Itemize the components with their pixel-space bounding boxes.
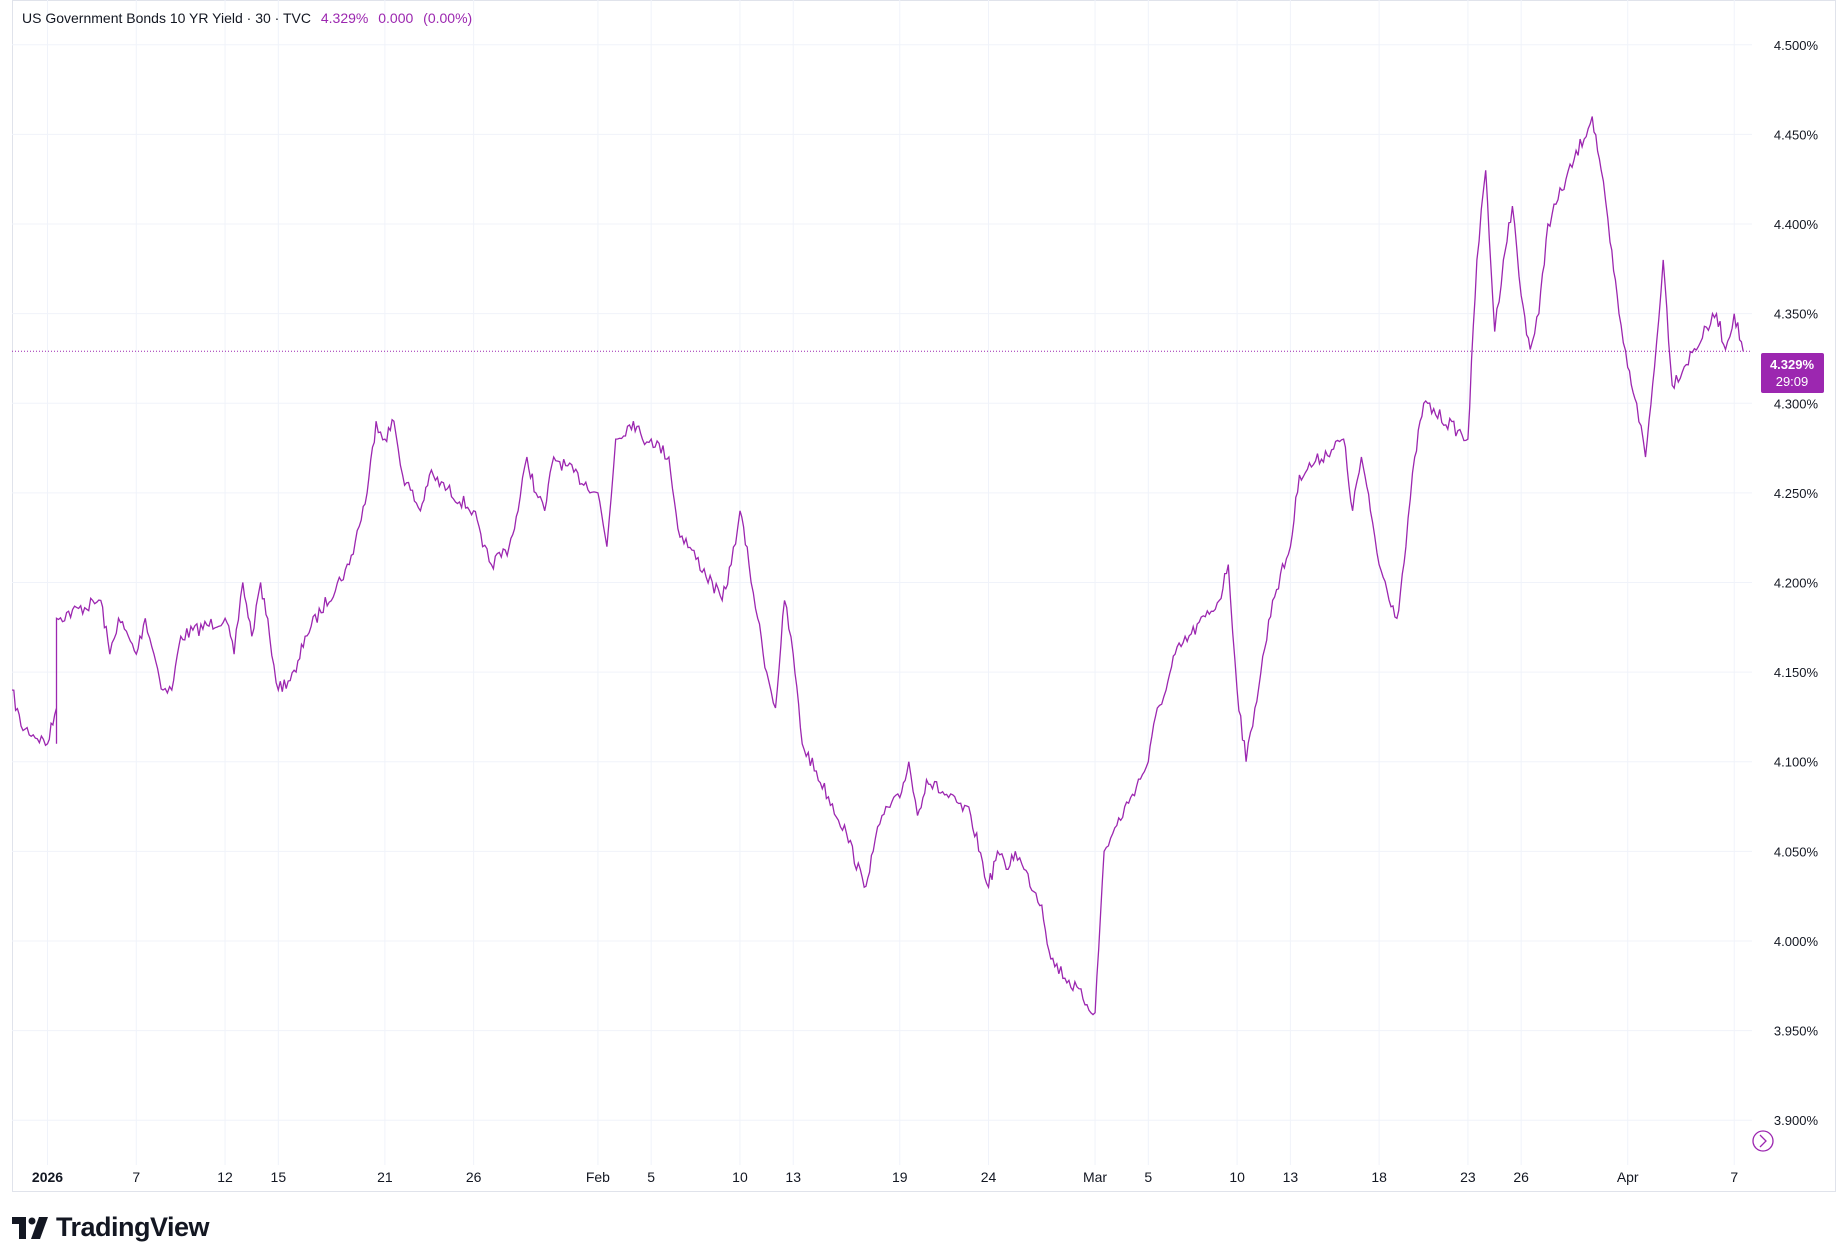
tradingview-logo[interactable]: TradingView bbox=[12, 1212, 210, 1243]
x-tick-label: 12 bbox=[217, 1169, 233, 1185]
legend-change: 0.000 bbox=[378, 10, 414, 26]
price-tag-countdown: 29:09 bbox=[1776, 374, 1809, 389]
x-tick-label: 7 bbox=[1730, 1169, 1738, 1185]
y-tick-label: 4.350% bbox=[1774, 307, 1819, 322]
legend-last: 4.329% bbox=[320, 10, 369, 26]
x-tick-label: 10 bbox=[732, 1169, 748, 1185]
x-tick-label: 15 bbox=[271, 1169, 287, 1185]
x-tick-label: 19 bbox=[892, 1169, 908, 1185]
tradingview-logo-icon bbox=[12, 1216, 48, 1239]
y-tick-label: 4.500% bbox=[1774, 38, 1819, 53]
chart-frame bbox=[12, 0, 1836, 1192]
x-tick-label: 2026 bbox=[32, 1169, 63, 1185]
x-tick-label: 5 bbox=[647, 1169, 655, 1185]
grid-lines bbox=[12, 0, 1752, 1165]
chart-legend: US Government Bonds 10 YR Yield · 30 · T… bbox=[22, 10, 472, 26]
x-tick-label: 5 bbox=[1144, 1169, 1152, 1185]
x-tick-label: 21 bbox=[377, 1169, 393, 1185]
y-tick-label: 4.150% bbox=[1774, 665, 1819, 680]
x-tick-label: Mar bbox=[1083, 1169, 1107, 1185]
x-tick-label: 10 bbox=[1229, 1169, 1245, 1185]
scroll-to-realtime-icon[interactable] bbox=[1752, 1130, 1774, 1152]
y-tick-label: 4.200% bbox=[1774, 576, 1819, 591]
y-tick-label: 4.450% bbox=[1774, 127, 1819, 142]
tradingview-logo-text: TradingView bbox=[56, 1212, 210, 1242]
y-axis[interactable]: 4.500% 4.450% 4.400% 4.350% 4.300% 4.250% 4.20… bbox=[1774, 38, 1819, 1128]
price-tag-box bbox=[1761, 353, 1824, 393]
x-tick-label: 24 bbox=[981, 1169, 997, 1185]
price-tag: 4.329% 29:09 bbox=[1761, 353, 1824, 393]
y-tick-label: 4.250% bbox=[1774, 486, 1819, 501]
y-tick-label: 4.050% bbox=[1774, 844, 1819, 859]
x-tick-label: 7 bbox=[132, 1169, 140, 1185]
x-tick-label: 13 bbox=[785, 1169, 801, 1185]
x-tick-label: Feb bbox=[586, 1169, 610, 1185]
y-tick-label: 4.100% bbox=[1774, 755, 1819, 770]
x-tick-label: 23 bbox=[1460, 1169, 1476, 1185]
x-tick-label: Apr bbox=[1617, 1169, 1639, 1185]
legend-title: US Government Bonds 10 YR Yield · 30 · T… bbox=[22, 10, 311, 26]
price-tag-value: 4.329% bbox=[1770, 357, 1815, 372]
yield-series-line bbox=[11, 116, 1744, 1016]
x-tick-label: 26 bbox=[1513, 1169, 1529, 1185]
x-tick-label: 18 bbox=[1371, 1169, 1387, 1185]
y-tick-label: 4.300% bbox=[1774, 396, 1819, 411]
y-tick-label: 3.900% bbox=[1774, 1113, 1819, 1128]
x-tick-label: 13 bbox=[1283, 1169, 1299, 1185]
y-tick-label: 3.950% bbox=[1774, 1024, 1819, 1039]
legend-change-pct: (0.00%) bbox=[423, 10, 473, 26]
y-tick-label: 4.400% bbox=[1774, 217, 1819, 232]
x-tick-label: 26 bbox=[466, 1169, 482, 1185]
y-tick-label: 4.000% bbox=[1774, 934, 1819, 949]
x-axis[interactable]: 2026 7 12 15 21 26 Feb 5 10 13 19 24 Mar 5 10 13 18 23 26 A… bbox=[32, 1169, 1738, 1185]
